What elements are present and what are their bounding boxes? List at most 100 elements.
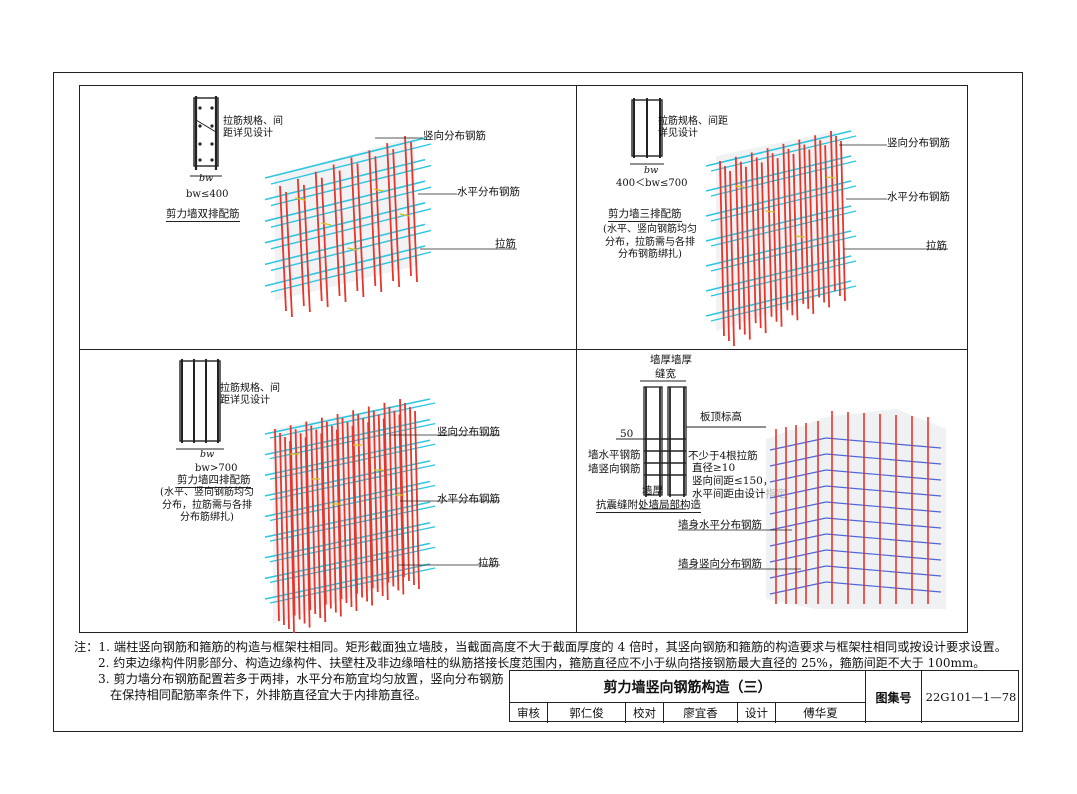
horizontal-bar (769, 469, 827, 483)
horizontal-bar (825, 501, 942, 513)
vertical-bar (294, 429, 301, 620)
horizontal-bar (264, 398, 431, 435)
panel-caption: 剪力墙双排配筋 (166, 208, 240, 223)
vertical-bar (289, 440, 295, 634)
dim-50: 50 (620, 428, 634, 440)
vertical-bar (399, 398, 405, 578)
width-rule: bw>700 (195, 463, 238, 474)
width-rule: 400＜bw≤700 (616, 178, 688, 189)
atlas-code: 22G101—1—78 (925, 690, 1017, 704)
drawing-title: 剪力墙竖向钢筋构造（三） (510, 671, 866, 703)
ties-note-2: 直径≥10 (692, 462, 736, 474)
title-block: 剪力墙竖向钢筋构造（三） 审核 郭仁俊 校对 廖宜香 设计 傅华夏 图集号 22… (509, 670, 1019, 723)
label-vertical-bar: 竖向分布钢筋 (423, 130, 486, 142)
vertical-bar (320, 177, 329, 308)
horizontal-bar (710, 210, 857, 247)
vertical-bar (798, 139, 805, 304)
ties-note-4: 水平间距由设计指定 (692, 488, 787, 500)
panel-caption: 剪力墙四排配筋 (177, 474, 251, 489)
note-2: 2. 约束边缘构件阴影部分、构造边缘构件、扶壁柱及非边缘暗柱的纵筋搭接长度范围内… (98, 656, 986, 670)
design-label: 设计 (738, 703, 776, 723)
reviewer-name: 郭仁俊 (548, 703, 626, 723)
checker-name: 廖宜香 (664, 703, 738, 723)
horizontal-bar (264, 137, 426, 179)
vertical-bar (776, 158, 783, 327)
vertical-bar (279, 185, 287, 312)
horizontal-bar (769, 549, 827, 563)
vertical-bar (744, 166, 751, 340)
detail-note: 拉筋规格、间距详见设计 (658, 116, 728, 139)
vertical-bar (404, 402, 410, 582)
horizontal-bar (825, 437, 942, 449)
divider-vertical (576, 86, 577, 632)
tie-bar (399, 213, 411, 217)
vertical-bar (310, 425, 317, 615)
vertical-bar (350, 157, 359, 292)
vertical-bar (835, 135, 841, 297)
note-3-cont: 在保持相同配筋率条件下，外排筋直径宜大于内排筋直径。 (110, 688, 427, 702)
horizontal-bar (710, 260, 857, 297)
vertical-bar (356, 163, 365, 298)
horizontal-bar (769, 501, 827, 515)
vertical-bar (315, 429, 322, 619)
vertical-bar (824, 145, 831, 308)
label-horizontal-bar: 水平分布钢筋 (457, 186, 520, 198)
panel-four-layer: 拉筋规格、间距详见设计 bw bw>700 剪力墙四排配筋 (水平、竖向钢筋均匀… (80, 349, 576, 634)
rebar-cage-three-layer (705, 130, 857, 347)
vertical-bar (409, 406, 415, 586)
horizontal-bar (270, 251, 432, 293)
rebar-cage-four-layer (264, 398, 436, 634)
vertical-bar (352, 410, 359, 594)
horizontal-bar (269, 567, 436, 604)
vertical-bar (372, 410, 379, 593)
body-horizontal-bar-label: 墙身水平分布钢筋 (678, 519, 762, 531)
label-horizontal-bar: 水平分布钢筋 (437, 493, 500, 505)
body-vertical-bar-label: 墙身竖向分布钢筋 (678, 558, 762, 570)
width-symbol: bw (644, 165, 659, 176)
tie-bar (825, 176, 836, 179)
horizontal-bar (769, 485, 827, 499)
vertical-bar (404, 135, 412, 277)
horizontal-bar (270, 229, 432, 272)
detail-note: 拉筋规格、间距详见设计 (220, 383, 280, 406)
ties-note-1: 不少于4根拉筋 (688, 450, 758, 462)
thickness-bottom: 墙厚 (642, 485, 663, 497)
vertical-bar (792, 153, 799, 321)
section-detail-3 (176, 359, 224, 450)
wall-vertical-bar-label: 墙竖向钢筋 (588, 463, 641, 475)
atlas-label: 图集号 (866, 671, 922, 723)
vertical-bar (368, 150, 377, 287)
horizontal-bar (825, 485, 942, 497)
width-symbol: bw (200, 449, 215, 460)
horizontal-bar (769, 453, 827, 467)
vertical-bar (332, 164, 341, 297)
review-label: 审核 (510, 703, 548, 723)
panel-caption: 剪力墙三排配筋 (608, 208, 682, 223)
vertical-bar (335, 429, 342, 617)
vertical-bar (808, 149, 815, 314)
horizontal-bar (769, 565, 827, 579)
vertical-bar (729, 170, 735, 347)
width-rule: bw≤400 (186, 189, 229, 200)
horizontal-bar (264, 223, 426, 266)
panel-caption-note: (水平、竖向钢筋均匀分布，拉筋需与各排分布钢筋绑扎) (603, 224, 697, 260)
vertical-bar (304, 437, 311, 628)
wall-horizontal-bar-label: 墙水平钢筋 (588, 449, 641, 461)
vertical-bar (336, 413, 343, 600)
tie-bar (373, 188, 384, 192)
horizontal-bar (769, 437, 827, 451)
vertical-bar (755, 157, 762, 329)
vertical-bar (377, 414, 384, 597)
joint-section-detail (616, 380, 766, 510)
thickness-label-a: 墙厚 (650, 354, 671, 366)
leader-lines-4 (678, 529, 801, 570)
vertical-bar (330, 425, 337, 613)
panel-caption-note: (水平、竖向钢筋均匀分布，拉筋需与各排分布筋绑扎) (160, 487, 254, 523)
joint-rebar-3d (766, 409, 946, 609)
vertical-bar (296, 178, 305, 307)
vertical-bar (383, 402, 390, 583)
tie-bar (294, 197, 306, 201)
vertical-bar (819, 140, 826, 303)
detail-note: 拉筋规格、间距详见设计 (223, 116, 283, 139)
vertical-bar (367, 422, 374, 606)
